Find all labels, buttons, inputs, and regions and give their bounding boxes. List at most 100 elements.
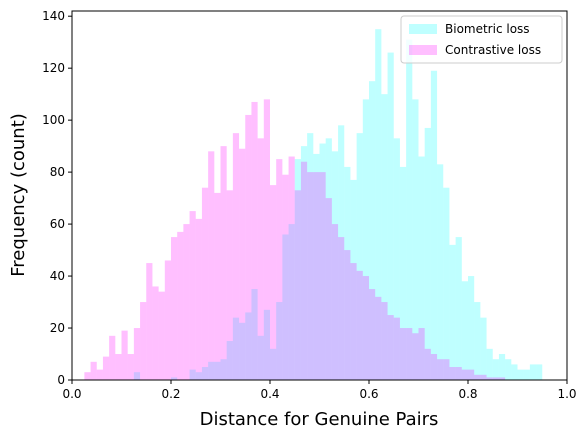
histogram-bar xyxy=(331,151,339,380)
histogram-bar xyxy=(195,372,202,380)
histogram-bar xyxy=(171,237,178,380)
histogram-bar xyxy=(133,328,141,380)
histogram-bar xyxy=(140,302,147,380)
histogram-bar xyxy=(449,367,456,380)
histogram-bar xyxy=(492,359,499,380)
histogram-bar xyxy=(338,237,345,380)
histogram-bar xyxy=(313,153,320,380)
histogram-bar xyxy=(102,356,110,380)
y-tick-label: 80 xyxy=(50,165,65,179)
histogram-bar xyxy=(344,166,351,380)
histogram-bar xyxy=(313,172,320,380)
histogram-bar xyxy=(455,367,462,380)
histogram-bar xyxy=(443,187,450,380)
histogram-bar xyxy=(406,328,413,380)
histogram-bar xyxy=(399,328,407,380)
histogram-bar xyxy=(276,302,283,380)
histogram-bar xyxy=(164,260,171,380)
histogram-bar xyxy=(288,156,295,380)
histogram-bar xyxy=(498,354,506,380)
histogram-bar xyxy=(511,364,518,380)
histogram-bar xyxy=(288,224,295,380)
histogram-bar xyxy=(387,315,394,380)
histogram-bar xyxy=(239,322,246,380)
histogram-bar xyxy=(232,133,240,380)
histogram-bar xyxy=(375,29,382,380)
x-axis-label: Distance for Genuine Pairs xyxy=(200,409,439,430)
histogram-bar xyxy=(387,52,394,381)
histogram-bar xyxy=(251,289,258,380)
y-tick-label: 60 xyxy=(50,217,65,231)
histogram-bar xyxy=(505,359,512,380)
histogram-bar xyxy=(517,369,524,380)
histogram-bar xyxy=(523,369,530,380)
histogram-bar xyxy=(177,231,184,380)
histogram-bar xyxy=(121,330,128,380)
x-tick-label: 0.6 xyxy=(359,387,378,401)
y-tick-label: 120 xyxy=(42,61,65,75)
histogram-bar xyxy=(96,369,103,380)
histogram-bar xyxy=(474,302,481,380)
x-tick-label: 1.0 xyxy=(557,387,576,401)
histogram-bar xyxy=(362,276,369,380)
x-tick-label: 0.2 xyxy=(161,387,180,401)
histogram-bar xyxy=(344,250,351,380)
plot-frame xyxy=(71,10,568,381)
histogram-bar xyxy=(208,361,215,380)
histogram-bar xyxy=(133,372,141,380)
histogram-bar xyxy=(127,354,134,380)
histogram-bar xyxy=(319,143,326,380)
histogram-bar xyxy=(362,99,369,380)
histogram-bar xyxy=(251,101,258,380)
histogram-bar xyxy=(307,133,314,380)
histogram-bar xyxy=(381,302,388,380)
histogram-bar xyxy=(201,367,209,380)
histogram-bar xyxy=(455,237,462,380)
histogram-bar xyxy=(461,281,468,380)
histogram-bar xyxy=(325,198,332,380)
x-tick-label: 0.8 xyxy=(458,387,477,401)
histogram-bar xyxy=(146,263,153,380)
histogram-bar xyxy=(468,369,475,380)
legend-label: Contrastive loss xyxy=(445,43,541,57)
histogram-bar xyxy=(282,174,289,380)
histogram-bar xyxy=(171,377,178,380)
histogram-bar xyxy=(232,317,240,380)
histogram-bar xyxy=(257,335,264,380)
histogram-bar xyxy=(226,341,233,380)
histogram-bar xyxy=(220,146,227,380)
histogram-bar xyxy=(412,333,419,380)
histogram-bar xyxy=(152,286,159,380)
y-tick-label: 0 xyxy=(57,373,65,387)
histogram-bar xyxy=(276,159,283,380)
histogram-bar xyxy=(282,234,289,380)
histogram-bar xyxy=(331,224,339,380)
histogram-bar xyxy=(468,276,475,380)
histogram-bar xyxy=(245,312,252,380)
histogram-bar xyxy=(443,359,450,380)
histogram-bar xyxy=(214,192,221,380)
histogram-bar xyxy=(430,70,438,380)
histogram-bar xyxy=(201,187,209,380)
histogram-bar xyxy=(369,81,376,380)
histogram-bar xyxy=(189,211,196,380)
histogram-bar xyxy=(424,127,431,381)
histogram-bar xyxy=(406,39,413,381)
histogram-bar xyxy=(239,148,246,380)
histogram-bar xyxy=(307,172,314,380)
histogram-bar xyxy=(418,156,425,380)
histogram-bar xyxy=(90,361,97,380)
y-tick-label: 100 xyxy=(42,113,65,127)
histogram-bar xyxy=(158,291,165,380)
histogram-bar xyxy=(418,328,425,380)
histogram-bar xyxy=(214,361,221,380)
histogram-bar xyxy=(356,133,363,380)
histogram-bar xyxy=(393,317,400,380)
histogram-bar xyxy=(474,374,481,380)
histogram-bar xyxy=(424,348,431,380)
histogram-bar xyxy=(325,138,332,380)
histogram-bar xyxy=(257,138,264,380)
histogram-bar xyxy=(486,348,493,380)
histogram-bar xyxy=(294,159,301,380)
histogram-bar xyxy=(430,354,438,380)
